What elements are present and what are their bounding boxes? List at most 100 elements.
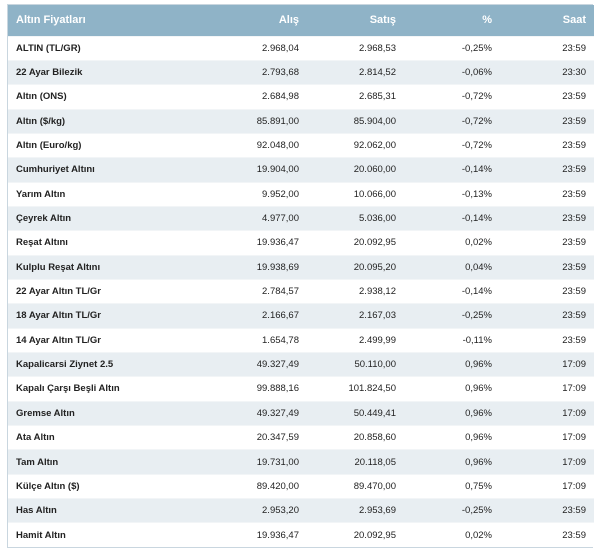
- cell-satis: 2.814,52: [359, 67, 396, 79]
- cell-pct: -0,13%: [461, 188, 492, 200]
- cell-name[interactable]: Tam Altın: [16, 456, 59, 468]
- cell-alis: 19.904,00: [256, 164, 299, 176]
- cell-alis: 19.731,00: [256, 456, 299, 468]
- cell-satis: 2.968,53: [359, 42, 396, 54]
- cell-alis: 2.684,98: [262, 91, 299, 103]
- table-row[interactable]: Reşat Altını 19.936,47 20.092,95 0,02% 23:59: [8, 230, 594, 256]
- table-row[interactable]: Altın (Euro/kg) 92.048,00 92.062,00 -0,72% 2…: [8, 133, 594, 158]
- gold-prices-table-container: Altın Fiyatları Alış Satış % Saat ALTIN …: [7, 4, 594, 548]
- cell-alis: 2.784,57: [262, 286, 299, 298]
- table-row[interactable]: Hamit Altın 19.936,47 20.092,95 0,02% 23:59: [8, 522, 594, 547]
- cell-name[interactable]: Has Altın: [16, 505, 57, 517]
- table-row[interactable]: Gremse Altın 49.327,49 50.449,41 0,96% 17:09: [8, 401, 594, 426]
- table-row[interactable]: Tam Altın 19.731,00 20.118,05 0,96% 17:09: [8, 449, 594, 475]
- cell-alis: 4.977,00: [262, 213, 299, 225]
- cell-satis: 50.449,41: [353, 407, 396, 419]
- table-row[interactable]: Çeyrek Altın 4.977,00 5.036,00 -0,14% 23:59: [8, 206, 594, 231]
- header-alis[interactable]: Alış: [278, 14, 299, 27]
- table-row[interactable]: ALTIN (TL/GR) 2.968,04 2.968,53 -0,25% 23:59: [8, 36, 594, 61]
- cell-name[interactable]: Hamit Altın: [16, 529, 66, 541]
- cell-name[interactable]: Altın ($/kg): [16, 115, 66, 127]
- cell-name[interactable]: Ata Altın: [16, 432, 55, 444]
- cell-name[interactable]: 14 Ayar Altın TL/Gr: [16, 334, 101, 346]
- cell-saat: 23:59: [562, 164, 586, 176]
- cell-alis: 2.968,04: [262, 42, 299, 54]
- cell-alis: 49.327,49: [256, 359, 299, 371]
- cell-saat: 23:59: [562, 286, 586, 298]
- header-pct[interactable]: %: [482, 14, 492, 27]
- cell-saat: 17:09: [562, 407, 586, 419]
- table-row[interactable]: Kapalicarsi Ziynet 2.5 49.327,49 50.110,00…: [8, 352, 594, 377]
- cell-saat: 23:59: [562, 529, 586, 541]
- cell-pct: -0,72%: [461, 140, 492, 152]
- cell-name[interactable]: ALTIN (TL/GR): [16, 42, 81, 54]
- cell-saat: 23:59: [562, 140, 586, 152]
- cell-name[interactable]: Reşat Altını: [16, 237, 68, 249]
- table-row[interactable]: Yarım Altın 9.952,00 10.066,00 -0,13% 23:59: [8, 182, 594, 207]
- cell-name[interactable]: Cumhuriyet Altını: [16, 164, 95, 176]
- cell-alis: 2.793,68: [262, 67, 299, 79]
- table-row[interactable]: Altın ($/kg) 85.891,00 85.904,00 -0,72% 23:5…: [8, 109, 594, 134]
- header-saat[interactable]: Saat: [562, 14, 586, 27]
- cell-name[interactable]: Kapalicarsi Ziynet 2.5: [16, 359, 114, 371]
- cell-name[interactable]: Yarım Altın: [16, 188, 66, 200]
- cell-pct: 0,96%: [465, 359, 492, 371]
- cell-pct: 0,02%: [465, 529, 492, 541]
- header-name[interactable]: Altın Fiyatları: [16, 14, 86, 27]
- cell-saat: 17:09: [562, 359, 586, 371]
- cell-satis: 2.685,31: [359, 91, 396, 103]
- cell-pct: 0,75%: [465, 480, 492, 492]
- cell-saat: 23:59: [562, 91, 586, 103]
- cell-name[interactable]: 22 Ayar Altın TL/Gr: [16, 286, 101, 298]
- table-row[interactable]: Has Altın 2.953,20 2.953,69 -0,25% 23:59: [8, 498, 594, 523]
- cell-saat: 23:59: [562, 334, 586, 346]
- cell-name[interactable]: 22 Ayar Bilezik: [16, 67, 83, 79]
- cell-alis: 2.166,67: [262, 310, 299, 322]
- table-row[interactable]: Ata Altın 20.347,59 20.858,60 0,96% 17:09: [8, 425, 594, 450]
- cell-name[interactable]: Gremse Altın: [16, 407, 75, 419]
- cell-pct: 0,96%: [465, 383, 492, 395]
- cell-satis: 20.095,20: [353, 261, 396, 273]
- table-body: ALTIN (TL/GR) 2.968,04 2.968,53 -0,25% 23:59…: [8, 36, 594, 547]
- table-row[interactable]: 14 Ayar Altın TL/Gr 1.654,78 2.499,99 -0,11…: [8, 328, 594, 353]
- cell-satis: 89.470,00: [353, 480, 396, 492]
- table-row[interactable]: 22 Ayar Bilezik 2.793,68 2.814,52 -0,06% 23:…: [8, 60, 594, 85]
- cell-name[interactable]: Külçe Altın ($): [16, 480, 80, 492]
- table-row[interactable]: 18 Ayar Altın TL/Gr 2.166,67 2.167,03 -0,25…: [8, 303, 594, 329]
- header-row: Altın Fiyatları Alış Satış % Saat: [8, 5, 594, 36]
- cell-name[interactable]: 18 Ayar Altın TL/Gr: [16, 310, 101, 322]
- cell-satis: 92.062,00: [353, 140, 396, 152]
- cell-satis: 20.060,00: [353, 164, 396, 176]
- cell-alis: 92.048,00: [256, 140, 299, 152]
- cell-saat: 23:59: [562, 188, 586, 200]
- cell-pct: 0,96%: [465, 432, 492, 444]
- cell-alis: 99.888,16: [256, 383, 299, 395]
- cell-pct: -0,14%: [461, 286, 492, 298]
- table-row[interactable]: Cumhuriyet Altını 19.904,00 20.060,00 -0,14…: [8, 157, 594, 183]
- cell-name[interactable]: Kapalı Çarşı Beşli Altın: [16, 383, 120, 395]
- table-row[interactable]: 22 Ayar Altın TL/Gr 2.784,57 2.938,12 -0,14…: [8, 279, 594, 304]
- cell-name[interactable]: Altın (Euro/kg): [16, 140, 82, 152]
- cell-pct: 0,02%: [465, 237, 492, 249]
- cell-satis: 2.499,99: [359, 334, 396, 346]
- cell-name[interactable]: Kulplu Reşat Altını: [16, 261, 101, 273]
- cell-saat: 17:09: [562, 432, 586, 444]
- cell-satis: 85.904,00: [353, 115, 396, 127]
- cell-alis: 49.327,49: [256, 407, 299, 419]
- table-row[interactable]: Kapalı Çarşı Beşli Altın 99.888,16 101.824…: [8, 376, 594, 402]
- cell-alis: 19.938,69: [256, 261, 299, 273]
- cell-saat: 23:59: [562, 42, 586, 54]
- cell-saat: 23:59: [562, 213, 586, 225]
- cell-name[interactable]: Çeyrek Altın: [16, 213, 72, 225]
- cell-pct: -0,25%: [461, 310, 492, 322]
- table-row[interactable]: Külçe Altın ($) 89.420,00 89.470,00 0,75% 17…: [8, 474, 594, 499]
- cell-satis: 101.824,50: [348, 383, 396, 395]
- table-row[interactable]: Altın (ONS) 2.684,98 2.685,31 -0,72% 23:59: [8, 84, 594, 110]
- cell-satis: 20.858,60: [353, 432, 396, 444]
- table-row[interactable]: Kulplu Reşat Altını 19.938,69 20.095,20 0,0…: [8, 255, 594, 280]
- header-satis[interactable]: Satış: [369, 14, 396, 27]
- cell-pct: -0,25%: [461, 42, 492, 54]
- cell-saat: 17:09: [562, 383, 586, 395]
- cell-name[interactable]: Altın (ONS): [16, 91, 67, 103]
- cell-saat: 23:30: [562, 67, 586, 79]
